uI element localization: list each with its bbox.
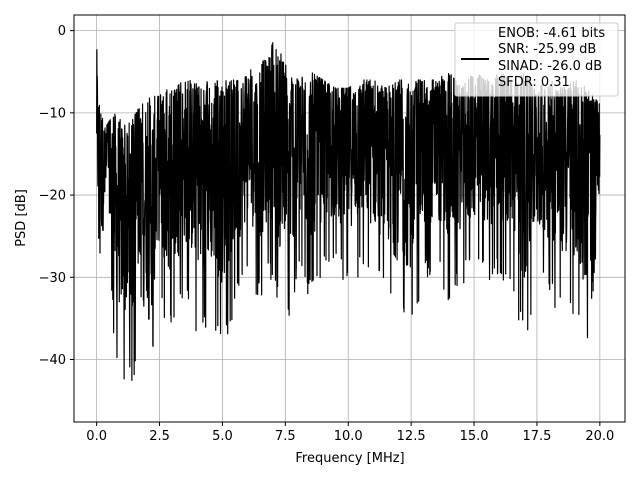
x-tick-label: 20.0 — [585, 429, 614, 444]
y-tick-label: −40 — [39, 353, 66, 368]
y-tick-label: −10 — [39, 106, 66, 121]
x-tick-label: 2.5 — [149, 429, 170, 444]
x-tick-label: 0.0 — [86, 429, 107, 444]
x-axis-label: Frequency [MHz] — [295, 451, 404, 466]
y-axis-ticks: 0 −10 −20 −30 −40 — [39, 24, 74, 368]
y-tick-label: −30 — [39, 271, 66, 286]
legend-box — [454, 22, 619, 97]
x-tick-label: 17.5 — [522, 429, 551, 444]
x-tick-label: 10.0 — [334, 429, 363, 444]
legend-label-sinad: SINAD: -26.0 dB — [498, 59, 602, 74]
x-tick-label: 12.5 — [397, 429, 426, 444]
legend-label-enob: ENOB: -4.61 bits — [498, 26, 605, 41]
y-tick-label: −20 — [39, 189, 66, 204]
legend: ENOB: -4.61 bits SNR: -25.99 dB SINAD: -… — [454, 22, 619, 97]
y-tick-label: 0 — [58, 24, 66, 39]
legend-label-snr: SNR: -25.99 dB — [498, 42, 596, 57]
x-tick-label: 15.0 — [460, 429, 489, 444]
x-axis-ticks: 0.0 2.5 5.0 7.5 10.0 12.5 15.0 17.5 20.0 — [86, 422, 614, 444]
x-tick-label: 5.0 — [212, 429, 233, 444]
x-tick-label: 7.5 — [275, 429, 296, 444]
y-axis-label: PSD [dB] — [14, 189, 29, 247]
plot-frame — [73, 14, 626, 423]
legend-label-sfdr: SFDR: 0.31 — [498, 75, 570, 90]
